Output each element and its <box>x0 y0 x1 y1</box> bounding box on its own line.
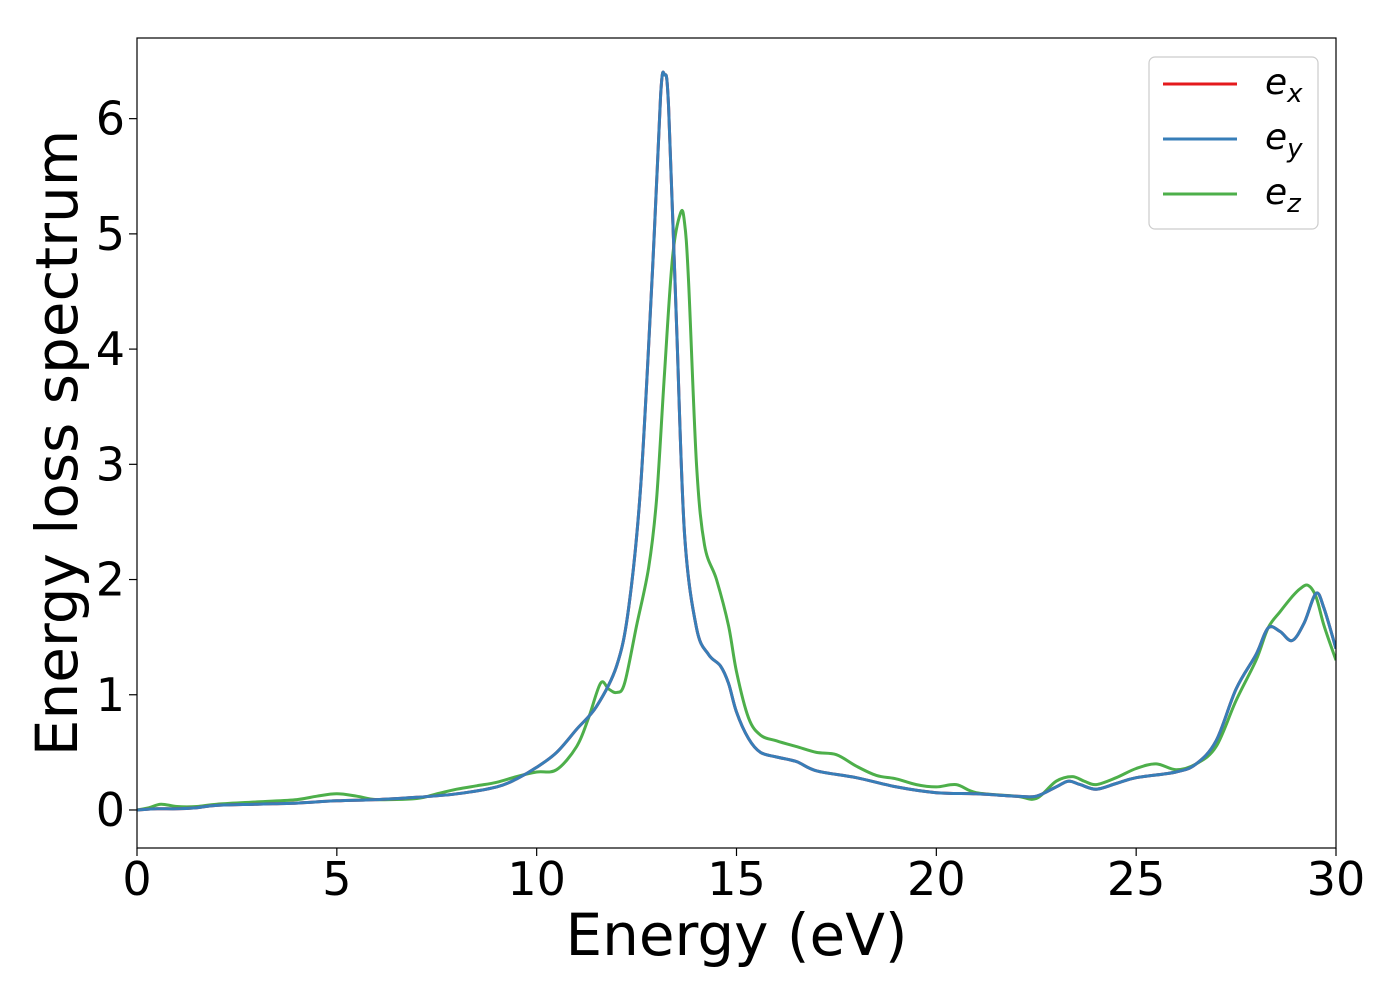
legend-label-x: ex <box>1265 62 1303 109</box>
x-tick-label: 5 <box>322 852 351 906</box>
x-axis-ticks: 0 5 10 15 20 25 30 <box>122 848 1365 906</box>
x-tick-label: 20 <box>907 852 966 906</box>
legend-box <box>1148 56 1319 230</box>
y-tick-label: 6 <box>96 92 125 146</box>
y-tick-label: 5 <box>96 207 125 261</box>
x-tick-label: 15 <box>707 852 766 906</box>
x-tick-label: 10 <box>507 852 566 906</box>
legend-label-z: ez <box>1265 172 1302 219</box>
x-tick-label: 0 <box>122 852 151 906</box>
y-tick-label: 1 <box>96 668 125 722</box>
x-tick-label: 30 <box>1307 852 1366 906</box>
series-line-y <box>137 70 1336 812</box>
x-tick-label: 25 <box>1107 852 1166 906</box>
series-layer <box>137 70 1336 812</box>
x-axis-label: Energy (eV) <box>565 901 907 969</box>
legend: ex ey ez <box>1148 56 1319 230</box>
y-tick-label: 2 <box>96 553 125 607</box>
y-tick-label: 4 <box>96 322 125 376</box>
y-axis-label: Energy loss spectrum <box>23 130 91 756</box>
y-tick-label: 0 <box>96 783 125 837</box>
y-axis-ticks: 0 1 2 3 4 5 6 <box>96 92 137 837</box>
y-tick-label: 3 <box>96 437 125 491</box>
legend-label-y: ey <box>1265 117 1303 164</box>
